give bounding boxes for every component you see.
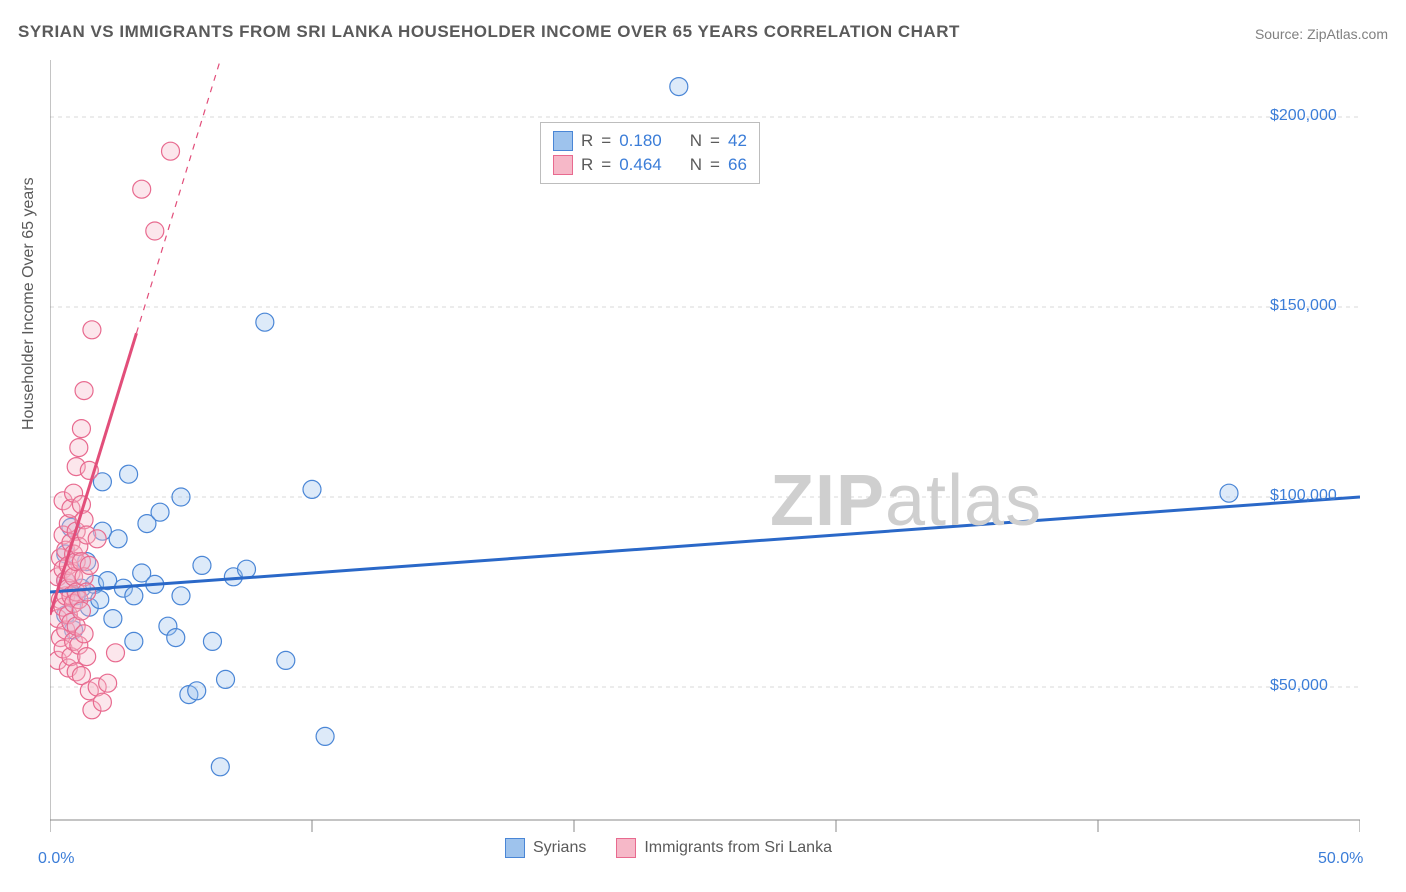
- chart-area: $50,000$100,000$150,000$200,000 0.0%50.0…: [50, 60, 1388, 830]
- n-value-srilanka: 66: [728, 155, 747, 175]
- label-n: N: [690, 155, 702, 175]
- watermark-zip: ZIP: [770, 461, 885, 541]
- r-value-srilanka: 0.464: [619, 155, 662, 175]
- y-tick-label: $100,000: [1270, 487, 1337, 505]
- label-eq: =: [710, 131, 720, 151]
- watermark: ZIPatlas: [770, 460, 1042, 542]
- legend-label-syrians: Syrians: [533, 839, 586, 857]
- watermark-atlas: atlas: [885, 461, 1042, 541]
- stats-row-syrians: R = 0.180 N = 42: [553, 129, 747, 153]
- label-r: R: [581, 155, 593, 175]
- swatch-syrians: [553, 131, 573, 151]
- label-eq: =: [601, 131, 611, 151]
- label-n: N: [690, 131, 702, 151]
- x-tick-label: 50.0%: [1318, 850, 1363, 868]
- chart-title: SYRIAN VS IMMIGRANTS FROM SRI LANKA HOUS…: [18, 22, 960, 42]
- stats-legend: R = 0.180 N = 42 R = 0.464 N = 66: [540, 122, 760, 184]
- series-legend: Syrians Immigrants from Sri Lanka: [505, 838, 832, 858]
- y-tick-label: $50,000: [1270, 677, 1328, 695]
- y-tick-label: $200,000: [1270, 107, 1337, 125]
- label-eq: =: [710, 155, 720, 175]
- legend-label-srilanka: Immigrants from Sri Lanka: [644, 839, 832, 857]
- y-axis-label: Householder Income Over 65 years: [20, 177, 38, 430]
- source-attribution: Source: ZipAtlas.com: [1255, 26, 1388, 42]
- stats-row-srilanka: R = 0.464 N = 66: [553, 153, 747, 177]
- n-value-syrians: 42: [728, 131, 747, 151]
- legend-swatch-syrians: [505, 838, 525, 858]
- label-eq: =: [601, 155, 611, 175]
- x-tick-label: 0.0%: [38, 850, 74, 868]
- legend-item-syrians: Syrians: [505, 838, 586, 858]
- label-r: R: [581, 131, 593, 151]
- legend-item-srilanka: Immigrants from Sri Lanka: [616, 838, 832, 858]
- swatch-srilanka: [553, 155, 573, 175]
- legend-swatch-srilanka: [616, 838, 636, 858]
- y-tick-label: $150,000: [1270, 297, 1337, 315]
- r-value-syrians: 0.180: [619, 131, 662, 151]
